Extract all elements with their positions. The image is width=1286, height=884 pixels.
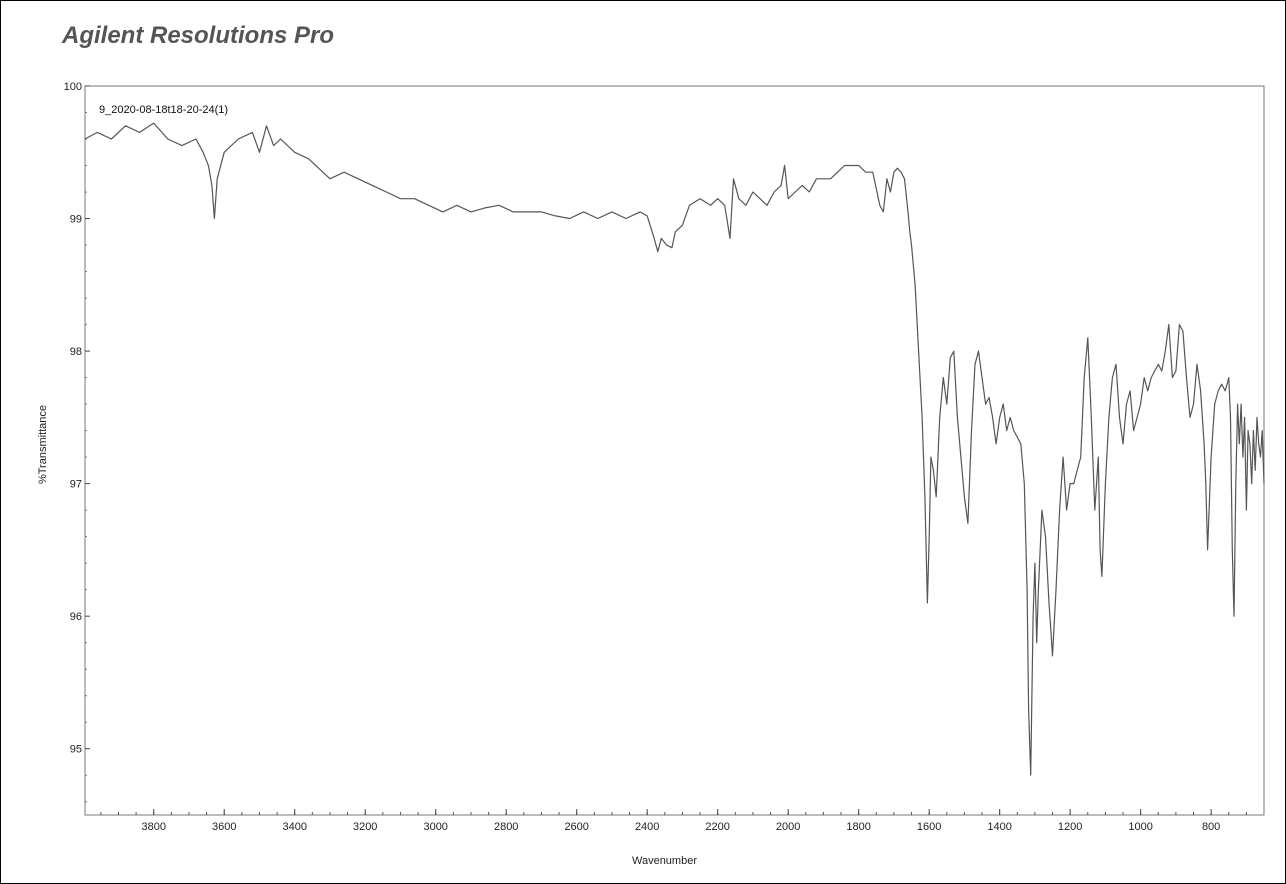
x-tick-label: 3600 xyxy=(212,821,236,833)
y-tick-label: 98 xyxy=(70,346,82,358)
x-tick-label: 3800 xyxy=(141,821,165,833)
labels: 9_2020-08-18t18-20-24(1) Wavenumber %Trans… xyxy=(37,104,697,867)
x-tick-label: 2200 xyxy=(705,821,729,833)
app-title: Agilent Resolutions Pro xyxy=(62,22,335,49)
x-tick-label: 1000 xyxy=(1128,821,1152,833)
y-tick-label: 99 xyxy=(70,214,82,226)
x-tick-label: 2400 xyxy=(635,821,659,833)
y-tick-label: 96 xyxy=(70,611,82,623)
x-tick-label: 2600 xyxy=(564,821,588,833)
y-axis-label: %Transmittance xyxy=(37,405,49,484)
x-tick-label: 2800 xyxy=(494,821,518,833)
x-tick-label: 3000 xyxy=(423,821,447,833)
y-tick-label: 97 xyxy=(70,479,82,491)
x-tick-label: 3200 xyxy=(353,821,377,833)
x-tick-label: 2000 xyxy=(776,821,800,833)
x-tick-label: 3400 xyxy=(282,821,306,833)
y-tick-label: 100 xyxy=(64,81,82,93)
axes xyxy=(84,85,1265,816)
x-tick-label: 1200 xyxy=(1058,821,1082,833)
ticks: 3800 3600 3400 3200 3000 2800 2600 2400 2200 2000… xyxy=(64,81,1247,833)
spectrum-line xyxy=(84,122,1265,776)
series xyxy=(84,122,1265,776)
series-label: 9_2020-08-18t18-20-24(1) xyxy=(99,104,228,116)
plot-area-frame xyxy=(84,85,1265,816)
x-tick-label: 1400 xyxy=(987,821,1011,833)
x-axis-label: Wavenumber xyxy=(632,855,697,867)
y-tick-label: 95 xyxy=(70,744,82,756)
x-tick-label: 1600 xyxy=(917,821,941,833)
x-tick-label: 1800 xyxy=(846,821,870,833)
x-tick-label: 800 xyxy=(1202,821,1220,833)
